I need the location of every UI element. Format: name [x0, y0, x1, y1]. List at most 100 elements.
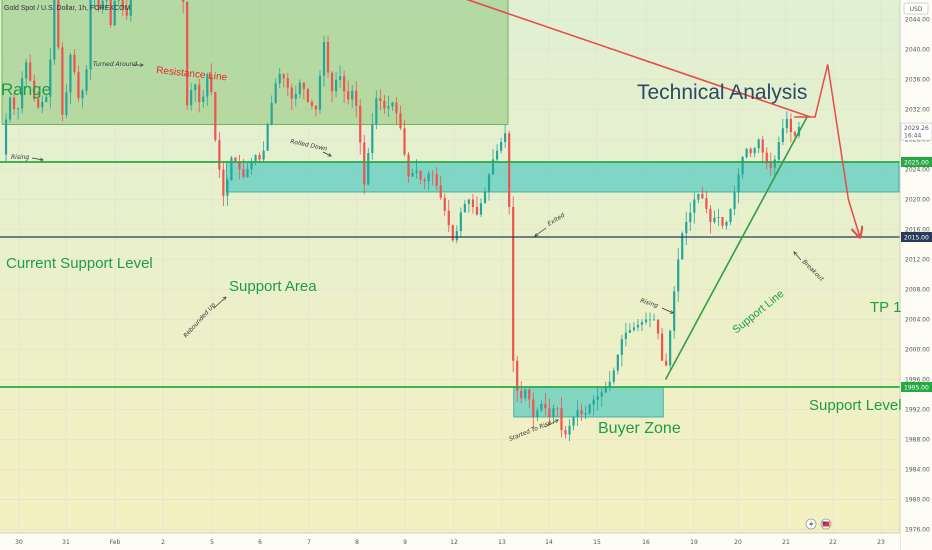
- candle-body: [274, 83, 277, 103]
- time-tick-label: 12: [450, 539, 458, 546]
- candle-body: [33, 80, 36, 99]
- time-tick-label: 20: [734, 539, 742, 546]
- time-tick-label: 19: [690, 539, 698, 546]
- candle-body: [105, 0, 108, 1]
- candle-body: [479, 203, 483, 215]
- candle-body: [282, 73, 285, 79]
- candle-body: [347, 91, 350, 100]
- candle-body: [600, 392, 603, 397]
- candle-body: [761, 139, 764, 153]
- candle-body: [669, 330, 672, 366]
- candle-body: [45, 96, 48, 102]
- candle-body: [612, 370, 615, 382]
- candle-body: [439, 185, 442, 198]
- candle-body: [214, 92, 217, 141]
- candle-body: [745, 148, 748, 157]
- price-tag-2025.00: [901, 157, 932, 167]
- price-tick-label: 2008.00: [905, 287, 930, 294]
- candle-body: [677, 259, 680, 292]
- candle-body: [298, 82, 301, 94]
- candle-body: [17, 108, 20, 110]
- time-tick-label: 22: [829, 539, 837, 546]
- candle-body: [540, 403, 543, 411]
- candle-body: [733, 192, 736, 209]
- candle-body: [334, 80, 338, 92]
- candle-body: [556, 408, 559, 410]
- time-tick-label: 31: [62, 539, 70, 546]
- label-current-support-level: Current Support Level: [6, 255, 153, 272]
- candle-body: [640, 322, 644, 325]
- candle-body: [652, 319, 656, 321]
- candle-body: [596, 396, 599, 400]
- candle-body: [568, 425, 571, 435]
- candle-body: [8, 97, 12, 120]
- time-tick-label: 13: [498, 539, 506, 546]
- zones: [1, 0, 900, 418]
- candle-body: [552, 408, 555, 417]
- time-axis-labels: 30 31 Feb 2 5 6 7 8 9 12 13 14 15 16 19 20 21 22 23: [15, 539, 885, 546]
- label-buyer-zone: Buyer Zone: [598, 420, 681, 437]
- candle-body: [491, 159, 495, 175]
- price-tick-label: 1988.00: [905, 437, 930, 444]
- price-axis[interactable]: [900, 0, 932, 550]
- candle-body: [218, 140, 221, 170]
- candle-body: [560, 408, 563, 431]
- time-axis[interactable]: [0, 533, 900, 550]
- candle-body: [210, 74, 213, 92]
- candle-body: [793, 132, 797, 136]
- candle-body: [117, 0, 120, 1]
- label-technical-analysis: Technical Analysis: [637, 81, 807, 104]
- candle-body: [113, 0, 116, 26]
- svg-text:Rising: Rising: [11, 154, 29, 161]
- zone-buyer-zone: [513, 386, 664, 418]
- price-tick-label: 2016.00: [905, 227, 930, 234]
- candle-body: [270, 102, 273, 125]
- time-tick-label: 15: [593, 539, 601, 546]
- price-tag-text: 1995.00: [904, 385, 929, 392]
- candle-body: [395, 102, 398, 114]
- candle-body: [463, 203, 466, 213]
- candle-body: [528, 389, 531, 400]
- candle-body: [512, 207, 515, 361]
- candle-body: [21, 78, 24, 109]
- candle-body: [302, 82, 305, 89]
- candle-body: [632, 327, 636, 330]
- candle-body: [431, 173, 434, 175]
- candle-body: [548, 408, 551, 417]
- candle-body: [705, 198, 708, 209]
- candle-body: [483, 192, 487, 204]
- candle-body: [725, 222, 728, 226]
- candle-body: [685, 222, 688, 234]
- candle-body: [294, 93, 297, 99]
- candle-body: [49, 59, 52, 97]
- candle-body: [781, 128, 784, 142]
- candle-body: [773, 159, 776, 168]
- candle-body: [4, 119, 8, 155]
- candle-body: [455, 231, 458, 241]
- lightning-icon[interactable]: [805, 518, 817, 530]
- candle-body: [226, 180, 229, 196]
- candle-body: [250, 161, 253, 170]
- candle-body: [697, 193, 700, 200]
- annotation-turned-around: Turned Around: [93, 61, 143, 68]
- candle-body: [379, 98, 382, 101]
- candle-body: [310, 102, 314, 106]
- candle-body: [580, 410, 583, 415]
- time-tick-label: 7: [307, 539, 311, 546]
- candle-body: [661, 333, 664, 361]
- candle-body: [681, 233, 684, 260]
- candle-body: [443, 197, 446, 211]
- candle-body: [351, 90, 354, 100]
- flag-icon[interactable]: [820, 518, 832, 530]
- time-tick-label: 23: [877, 539, 885, 546]
- currency-badge[interactable]: [903, 2, 929, 15]
- candle-body: [371, 124, 374, 153]
- candle-body: [234, 157, 237, 162]
- candle-body: [278, 73, 281, 84]
- candle-body: [322, 42, 326, 76]
- candle-body: [403, 128, 406, 155]
- candle-body: [508, 133, 511, 207]
- candle-body: [564, 430, 567, 435]
- price-tag-1995.00: [901, 382, 932, 392]
